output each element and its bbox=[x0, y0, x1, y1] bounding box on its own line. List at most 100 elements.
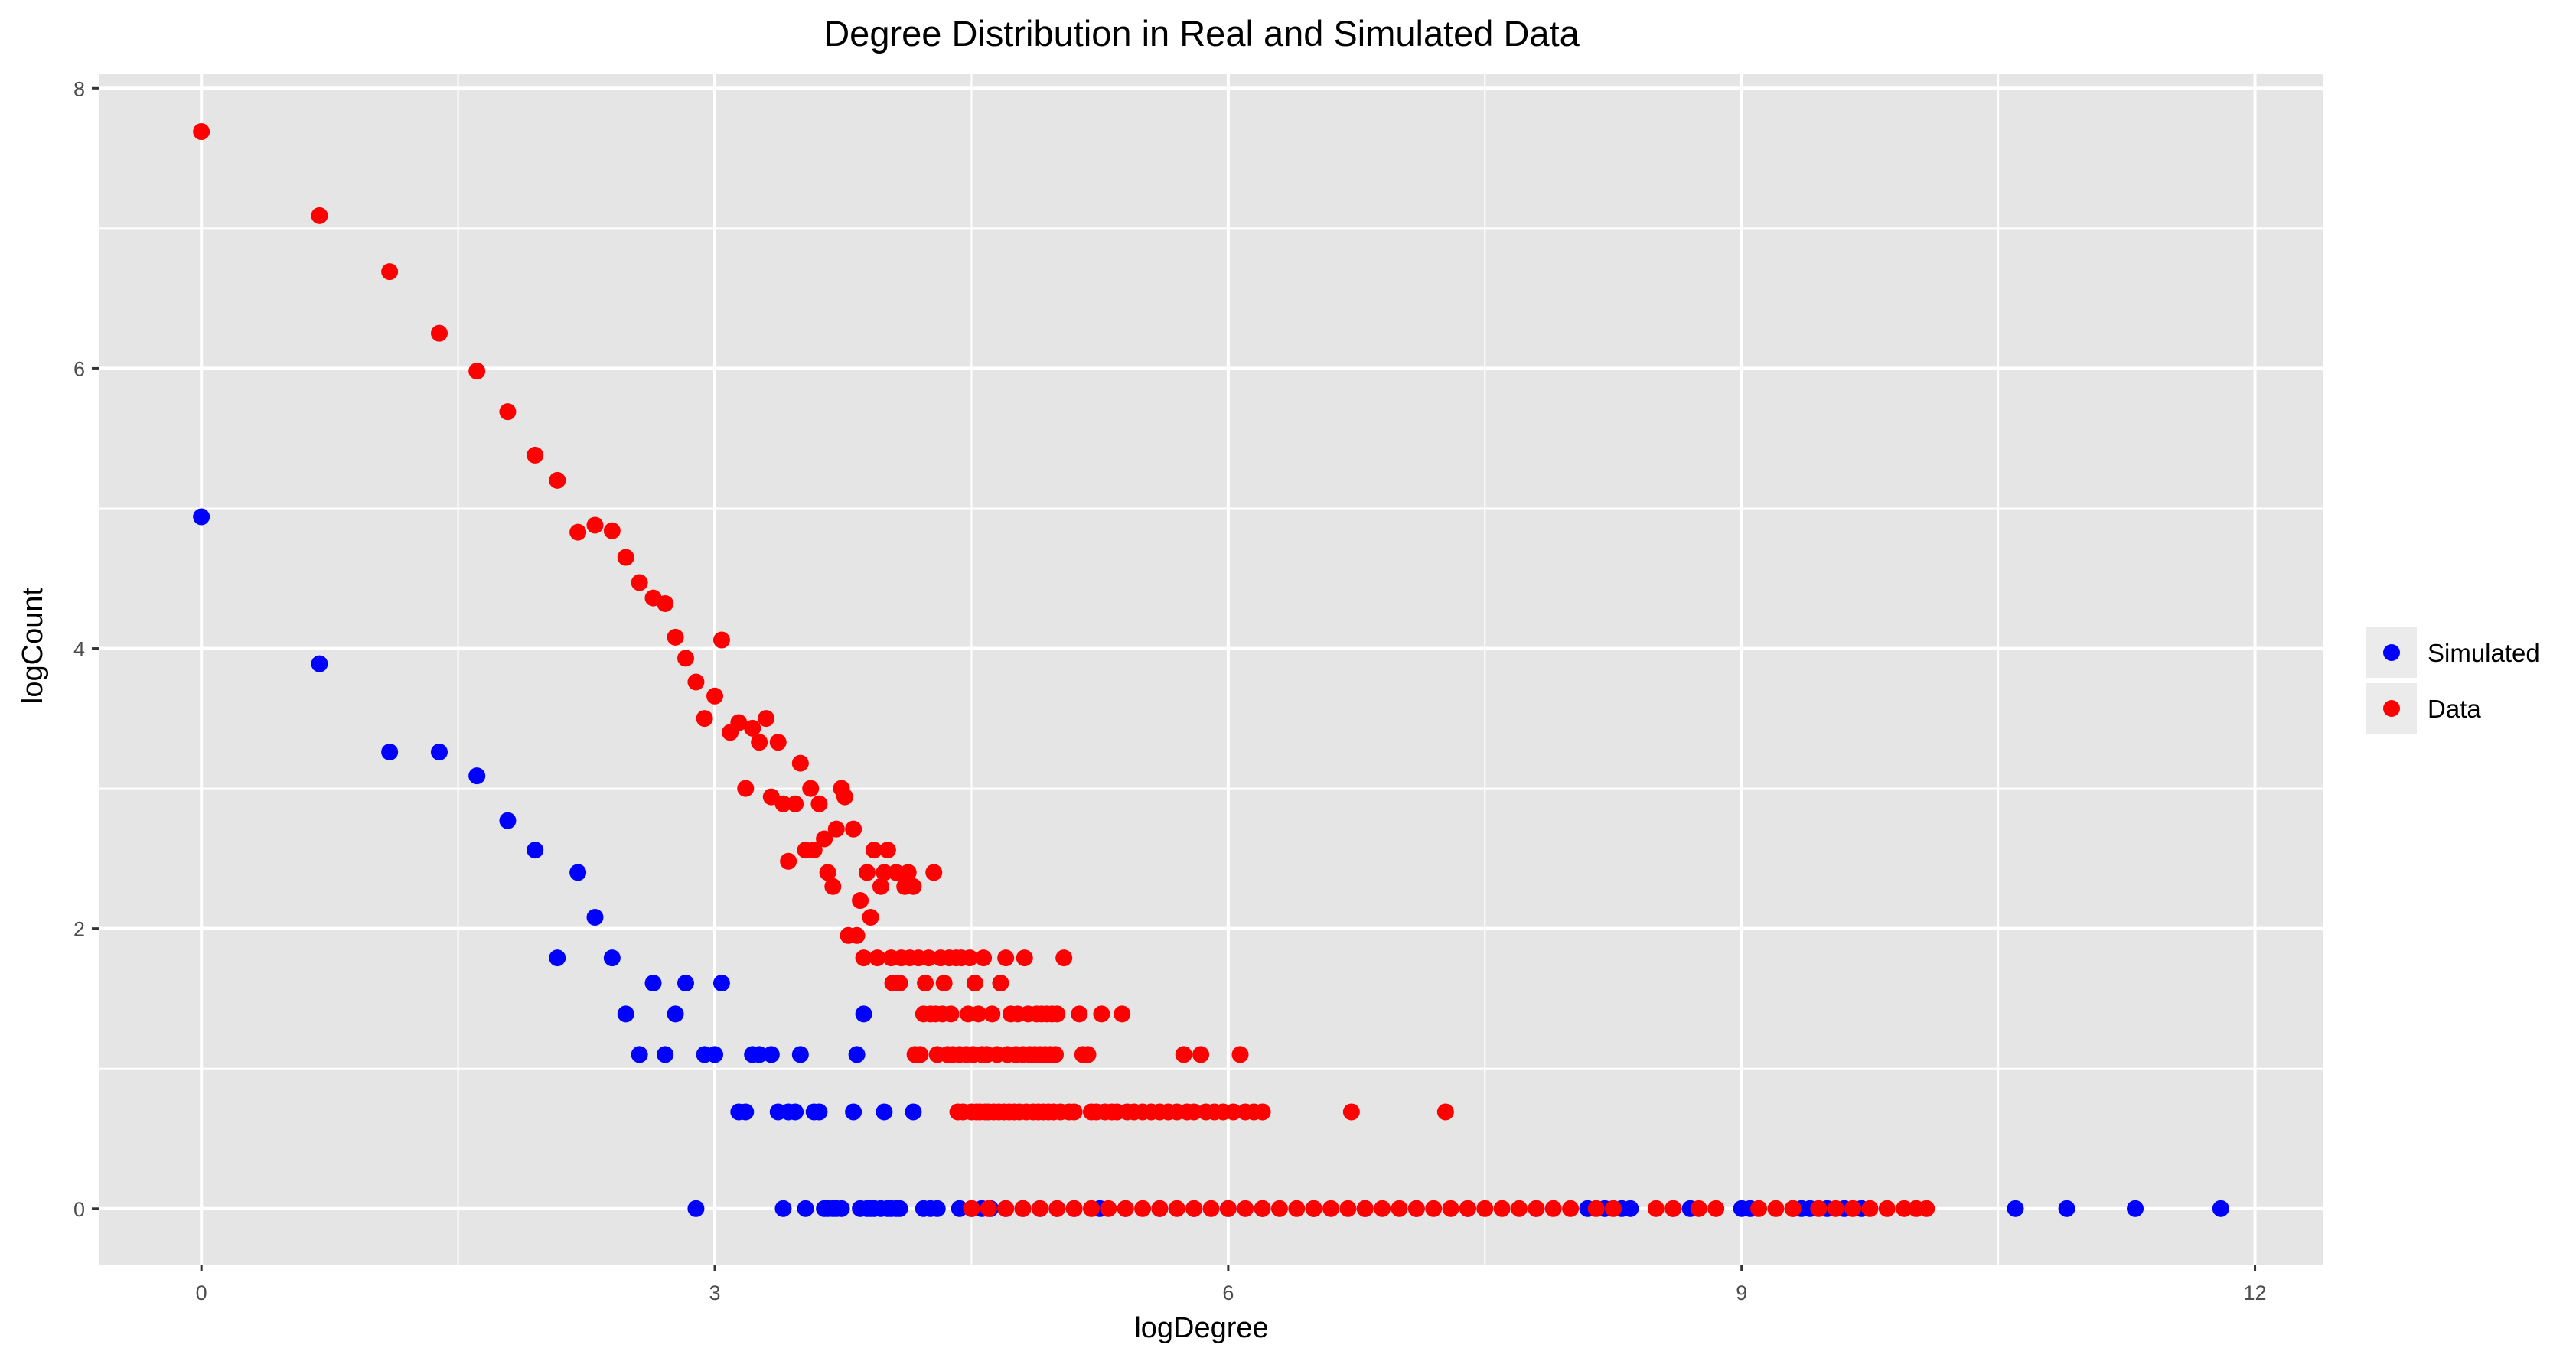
data-point-data bbox=[1827, 1200, 1844, 1217]
x-axis-ticks: 0 3 6 9 12 bbox=[196, 1265, 2267, 1304]
y-axis-ticks: 0 2 4 6 8 bbox=[73, 77, 99, 1221]
legend: Simulated Data bbox=[2366, 627, 2540, 734]
data-point-data bbox=[1237, 1200, 1254, 1217]
data-point-simulated bbox=[657, 1046, 674, 1063]
data-points bbox=[193, 123, 2229, 1217]
data-point-data bbox=[1322, 1200, 1340, 1217]
data-point-data bbox=[586, 516, 604, 534]
data-point-data bbox=[744, 719, 761, 737]
data-point-data bbox=[499, 403, 517, 421]
data-point-data bbox=[769, 734, 787, 751]
y-tick-label: 4 bbox=[73, 638, 85, 661]
data-point-data bbox=[1071, 1005, 1088, 1023]
data-point-simulated bbox=[762, 1046, 780, 1063]
data-point-simulated bbox=[706, 1046, 724, 1063]
data-point-data bbox=[687, 673, 705, 691]
data-point-data bbox=[1048, 1005, 1066, 1023]
data-point-data bbox=[805, 842, 823, 859]
data-point-simulated bbox=[951, 1200, 968, 1217]
data-point-simulated bbox=[797, 1200, 814, 1217]
data-point-data bbox=[780, 852, 797, 870]
data-point-data bbox=[876, 864, 893, 881]
data-point-data bbox=[1459, 1200, 1476, 1217]
x-tick-label: 9 bbox=[1736, 1281, 1747, 1304]
data-point-data bbox=[970, 1005, 987, 1023]
data-point-simulated bbox=[586, 909, 604, 926]
data-point-data bbox=[706, 687, 724, 705]
legend-key-simulated bbox=[2383, 644, 2400, 661]
data-point-data bbox=[824, 878, 842, 895]
data-point-data bbox=[1562, 1200, 1580, 1217]
data-point-simulated bbox=[2058, 1200, 2075, 1217]
data-point-data bbox=[1031, 1200, 1048, 1217]
data-point-data bbox=[1219, 1200, 1237, 1217]
data-point-data bbox=[963, 1200, 980, 1217]
data-point-data bbox=[879, 842, 896, 859]
data-point-simulated bbox=[810, 1103, 828, 1121]
data-point-data bbox=[872, 878, 889, 895]
data-point-simulated bbox=[905, 1103, 922, 1121]
data-point-data bbox=[827, 820, 845, 838]
data-point-data bbox=[603, 522, 621, 539]
data-point-data bbox=[631, 574, 648, 591]
data-point-data bbox=[997, 949, 1015, 967]
data-point-data bbox=[1878, 1200, 1896, 1217]
chart-title: Degree Distribution in Real and Simulate… bbox=[823, 13, 1580, 54]
data-point-data bbox=[1093, 1005, 1110, 1023]
data-point-simulated bbox=[311, 655, 328, 672]
data-point-data bbox=[905, 878, 922, 895]
data-point-simulated bbox=[1622, 1200, 1639, 1217]
data-point-data bbox=[667, 628, 684, 646]
data-point-data bbox=[1175, 1046, 1192, 1063]
data-point-data bbox=[1082, 1200, 1100, 1217]
data-point-simulated bbox=[468, 767, 486, 785]
data-point-simulated bbox=[687, 1200, 705, 1217]
data-point-data bbox=[1342, 1103, 1360, 1121]
data-point-simulated bbox=[527, 842, 544, 859]
data-point-simulated bbox=[667, 1005, 684, 1023]
data-point-data bbox=[975, 949, 993, 967]
data-point-data bbox=[1374, 1200, 1391, 1217]
legend-label-data: Data bbox=[2428, 695, 2481, 723]
data-point-data bbox=[1391, 1200, 1408, 1217]
data-point-data bbox=[1407, 1200, 1425, 1217]
data-point-data bbox=[848, 926, 866, 944]
data-point-data bbox=[430, 324, 448, 342]
data-point-data bbox=[925, 864, 943, 881]
data-point-data bbox=[1647, 1200, 1665, 1217]
data-point-data bbox=[381, 263, 399, 281]
data-point-data bbox=[617, 549, 634, 566]
data-point-data bbox=[774, 795, 792, 812]
data-point-data bbox=[992, 975, 1009, 992]
y-tick-label: 8 bbox=[73, 77, 85, 100]
data-point-data bbox=[1784, 1200, 1802, 1217]
data-point-data bbox=[193, 123, 210, 141]
data-point-data bbox=[730, 714, 748, 731]
data-point-data bbox=[1224, 1103, 1242, 1121]
data-point-data bbox=[911, 1046, 929, 1063]
data-point-data bbox=[942, 1005, 960, 1023]
data-point-data bbox=[810, 795, 828, 812]
data-point-simulated bbox=[569, 864, 587, 881]
data-point-simulated bbox=[549, 949, 566, 967]
data-point-simulated bbox=[617, 1005, 634, 1023]
data-point-simulated bbox=[677, 975, 695, 992]
data-point-simulated bbox=[2212, 1200, 2229, 1217]
data-point-simulated bbox=[737, 1103, 755, 1121]
data-point-data bbox=[862, 909, 879, 926]
data-point-data bbox=[1048, 1200, 1066, 1217]
data-point-simulated bbox=[848, 1046, 866, 1063]
data-point-data bbox=[468, 363, 486, 380]
data-point-data bbox=[859, 864, 876, 881]
data-point-data bbox=[1185, 1103, 1203, 1121]
data-point-data bbox=[1750, 1200, 1768, 1217]
y-axis-title: logCount bbox=[17, 588, 49, 705]
data-point-data bbox=[980, 1200, 997, 1217]
data-point-data bbox=[1254, 1200, 1271, 1217]
data-point-data bbox=[569, 523, 587, 541]
x-tick-label: 3 bbox=[709, 1281, 720, 1304]
data-point-data bbox=[1168, 1200, 1185, 1217]
data-point-simulated bbox=[855, 1005, 872, 1023]
data-point-data bbox=[696, 710, 713, 728]
